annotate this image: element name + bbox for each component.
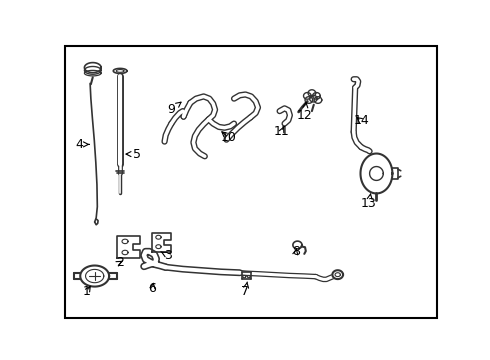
Text: 2: 2: [116, 256, 124, 269]
Text: 5: 5: [126, 148, 141, 161]
Polygon shape: [361, 153, 392, 193]
Text: 8: 8: [292, 245, 300, 258]
Polygon shape: [80, 266, 109, 287]
Text: 4: 4: [75, 138, 89, 151]
Text: 10: 10: [220, 131, 236, 144]
Text: 9: 9: [168, 102, 181, 116]
Text: 3: 3: [161, 249, 171, 262]
Text: 11: 11: [273, 125, 290, 138]
Text: 6: 6: [148, 282, 156, 295]
Text: 13: 13: [361, 194, 377, 211]
Text: 14: 14: [353, 114, 369, 127]
Polygon shape: [332, 270, 343, 279]
Text: 7: 7: [242, 282, 249, 298]
Text: 1: 1: [83, 285, 91, 298]
Text: 12: 12: [296, 103, 312, 122]
